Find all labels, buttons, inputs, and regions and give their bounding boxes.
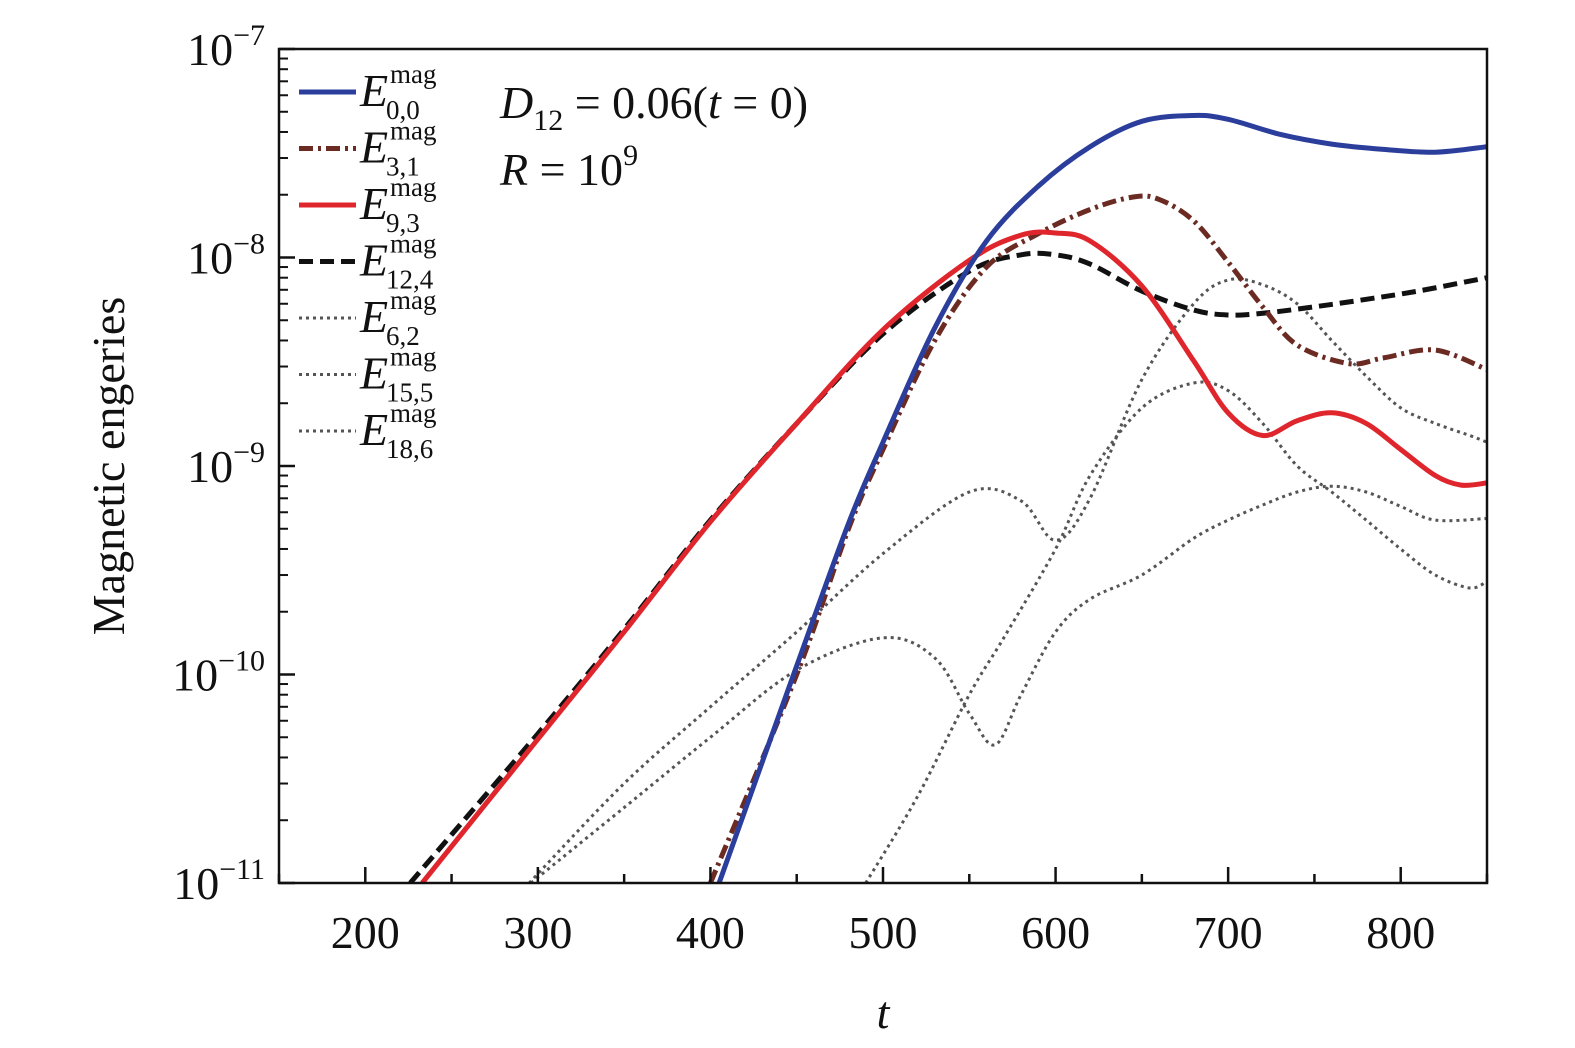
- y-tick-label: 10−9: [187, 436, 265, 492]
- series-line-12-4: [408, 250, 1487, 883]
- legend-label: Emag 0,0: [359, 59, 437, 125]
- x-tick-label: 700: [1194, 907, 1263, 958]
- x-tick-label: 600: [1021, 907, 1090, 958]
- axis-layer: 200 300 400 500 600 700 800 10−11 10−10 10−9 10−8 1…: [172, 19, 1489, 958]
- legend-label: Emag 3,1: [359, 116, 437, 182]
- series-line-3-1: [708, 193, 1487, 883]
- annotation-d12: D12 = 0.06(t = 0): [499, 77, 808, 137]
- series-layer: [408, 112, 1487, 883]
- legend-entry: Emag 18,6: [299, 398, 437, 464]
- annotation-layer: D12 = 0.06(t = 0)R = 109: [499, 77, 808, 195]
- legend-label: Emag 12,4: [359, 229, 437, 295]
- x-tick-label: 500: [849, 907, 918, 958]
- annotation-r: R = 109: [499, 139, 638, 195]
- legend-entry: Emag 3,1: [299, 116, 437, 182]
- legend-label: Emag 6,2: [359, 285, 437, 351]
- x-axis-label: t: [877, 987, 891, 1038]
- x-tick-label: 200: [331, 907, 400, 958]
- legend-entry: Emag 0,0: [299, 59, 437, 125]
- y-tick-label: 10−11: [173, 853, 265, 909]
- x-tick-label: 300: [503, 907, 572, 958]
- legend-entry: Emag 6,2: [299, 285, 437, 351]
- legend-entry: Emag 15,5: [299, 342, 437, 408]
- y-tick-label: 10−10: [172, 645, 265, 701]
- legend-label: Emag 9,3: [359, 172, 437, 238]
- x-tick-label: 400: [676, 907, 745, 958]
- series-line-9-3: [420, 229, 1487, 883]
- y-axis-label: Magnetic engeries: [83, 297, 134, 635]
- legend-entry: Emag 9,3: [299, 172, 437, 238]
- y-tick-label: 10−7: [187, 19, 265, 75]
- series-line-6-2: [528, 277, 1487, 883]
- y-tick-label: 10−8: [187, 228, 265, 284]
- plot-frame: [277, 47, 1489, 885]
- x-tick-label: 800: [1366, 907, 1435, 958]
- series-line-18-6: [864, 380, 1487, 883]
- legend-label: Emag 18,6: [359, 398, 437, 464]
- series-line-0-0: [716, 112, 1487, 883]
- series-line-15-5: [530, 484, 1487, 883]
- legend-label: Emag 15,5: [359, 342, 437, 408]
- legend-entry: Emag 12,4: [299, 229, 437, 295]
